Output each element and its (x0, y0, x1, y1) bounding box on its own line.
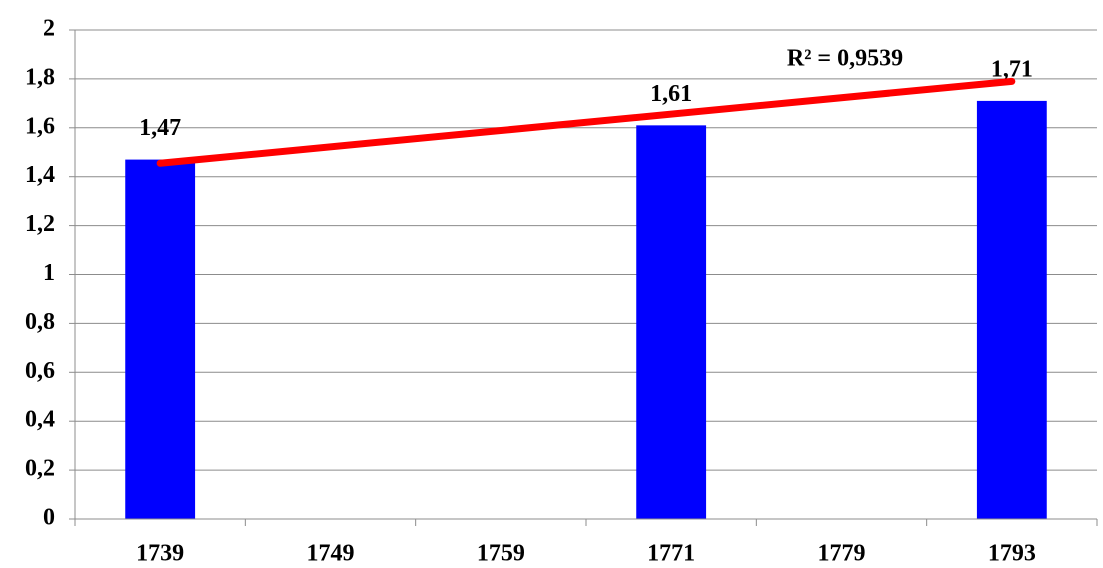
y-tick-label: 1,4 (25, 162, 55, 188)
y-tick-label: 1,8 (25, 64, 55, 90)
y-tick-label: 1,6 (25, 113, 55, 139)
y-tick-label: 2 (43, 16, 55, 42)
x-tick-label: 1779 (818, 541, 866, 567)
value-label: 1,47 (139, 115, 181, 141)
y-tick-label: 0,4 (25, 407, 55, 433)
y-tick-label: 0,8 (25, 309, 55, 335)
x-tick-label: 1749 (307, 541, 355, 567)
y-tick-label: 1 (43, 260, 55, 286)
y-tick-label: 1,2 (25, 211, 55, 237)
y-tick-label: 0 (43, 505, 55, 531)
bar (125, 159, 196, 519)
y-tick-label: 0,6 (25, 358, 55, 384)
x-tick-label: 1793 (988, 541, 1036, 567)
bar (976, 100, 1047, 519)
value-label: 1,61 (650, 81, 692, 107)
bar (636, 125, 707, 519)
trendline-label: R² = 0,9539 (787, 46, 903, 72)
trendline (156, 77, 1016, 167)
y-tick-label: 0,2 (25, 456, 55, 482)
x-tick-label: 1759 (477, 541, 525, 567)
x-tick-label: 1771 (647, 541, 695, 567)
x-tick-label: 1739 (136, 541, 184, 567)
